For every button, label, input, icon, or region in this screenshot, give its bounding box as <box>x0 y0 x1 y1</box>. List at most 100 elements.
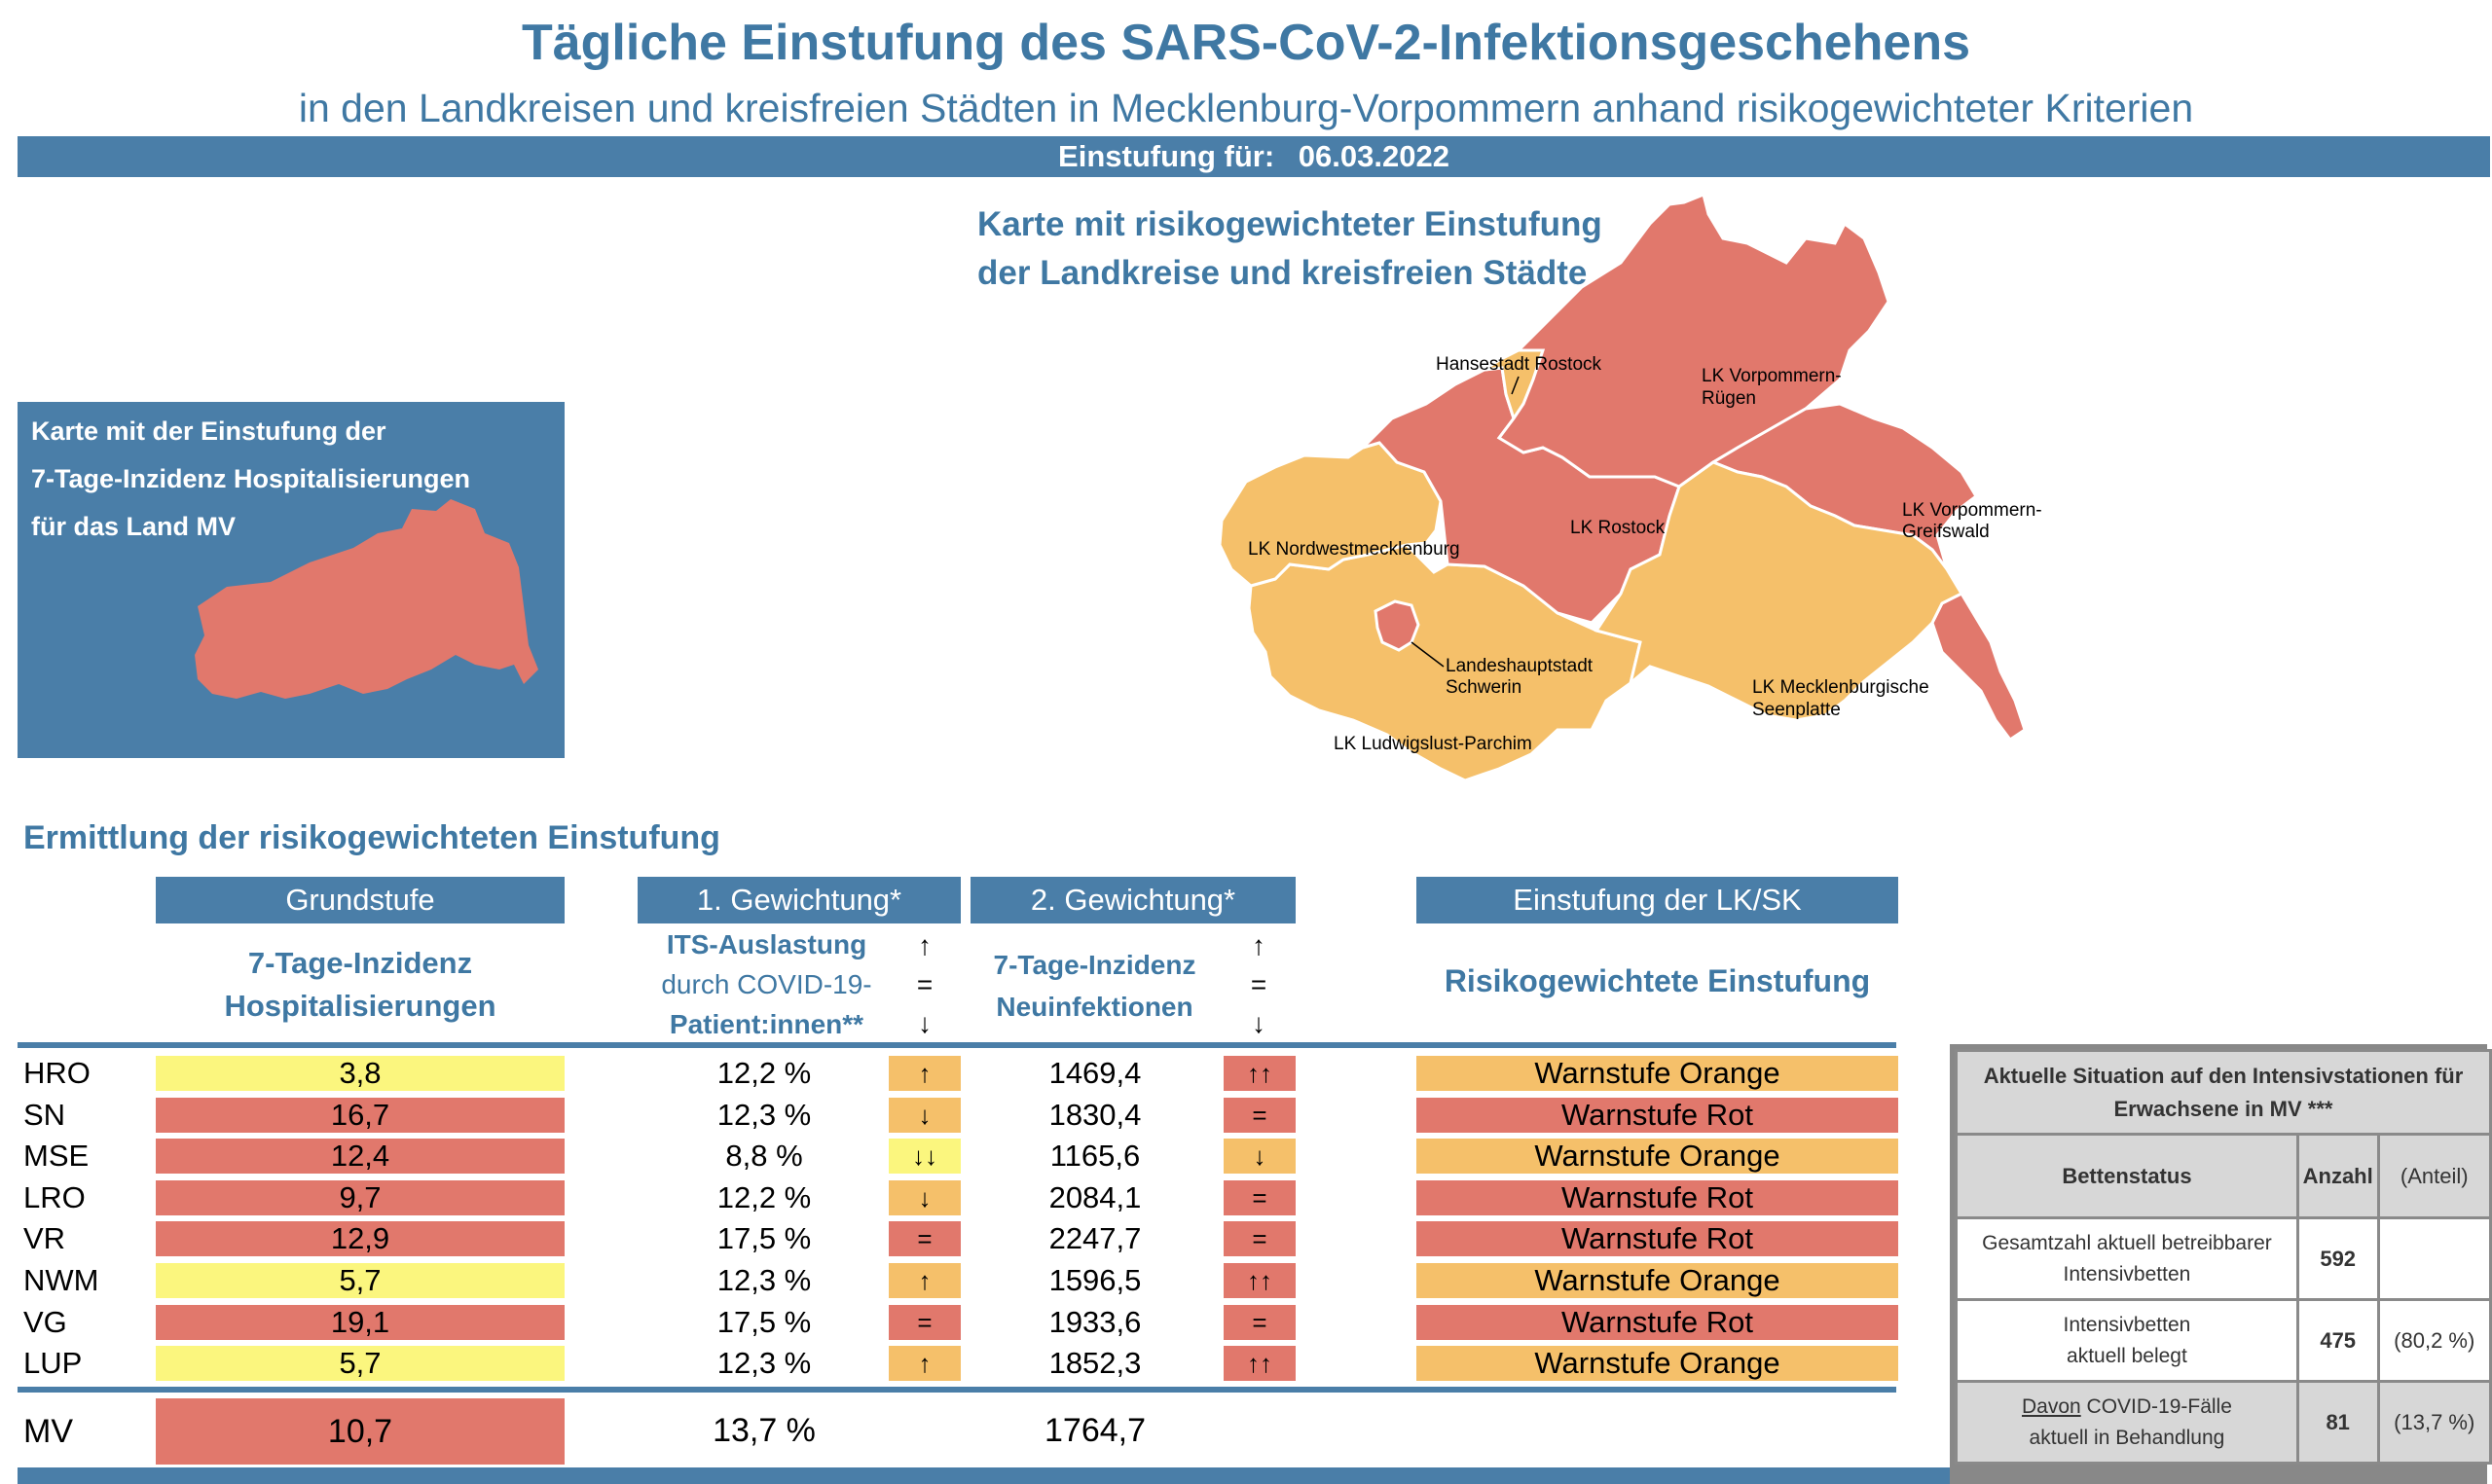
row-neu-value: 1596,5 <box>1048 1263 1142 1297</box>
icu-row-covid-label: Davon COVID-19-Fälle aktuell in Behandlu… <box>1955 1380 2299 1465</box>
row-its-value: 12,3 % <box>716 1098 812 1132</box>
row-neu-value: 1852,3 <box>1048 1346 1142 1380</box>
row-name: SN <box>23 1098 66 1132</box>
icu-row-total-count: 592 <box>2295 1216 2380 1301</box>
row-stufe-badge: Warnstufe Orange <box>1416 1346 1898 1381</box>
subheader-hosp-line1: 7-Tage-Inzidenz <box>247 946 473 980</box>
icu-row-covid-line2: aktuell in Behandlung <box>2029 1426 2225 1449</box>
row-its-trend-icon: ↑ <box>889 1263 961 1298</box>
row-stufe-badge: Warnstufe Rot <box>1416 1098 1898 1133</box>
row-its-trend-icon: ↑ <box>889 1346 961 1381</box>
map-label-vr-1: LK Vorpommern- <box>1702 366 1842 386</box>
subheader-neu: 7-Tage-Inzidenz Neuinfektionen <box>971 944 1219 1028</box>
row-neu-value: 2084,1 <box>1048 1180 1142 1214</box>
row-its-value: 12,2 % <box>716 1056 812 1090</box>
icu-row-total-line1: Gesamtzahl aktuell betreibbarer <box>1982 1231 2272 1254</box>
map-label-sn-2: Schwerin <box>1446 677 1521 698</box>
map-title-line2: der Landkreise und kreisfreien Städte <box>977 254 1588 292</box>
subheader-hosp: 7-Tage-Inzidenz Hospitalisierungen <box>156 942 565 1028</box>
state-map-caption-line1: Karte mit der Einstufung der <box>31 416 386 446</box>
date-value: 06.03.2022 <box>1298 139 1449 173</box>
icu-row-total-line2: Intensivbetten <box>2063 1262 2191 1285</box>
row-stufe-badge: Warnstufe Orange <box>1416 1263 1898 1298</box>
page-subtitle: in den Landkreisen und kreisfreien Städt… <box>298 86 2194 130</box>
row-neu-trend-icon: = <box>1224 1098 1296 1133</box>
header-gewichtung-1: 1. Gewichtung* <box>638 877 961 923</box>
row-stufe-badge: Warnstufe Orange <box>1416 1056 1898 1091</box>
row-hosp-value: 5,7 <box>156 1263 565 1298</box>
row-hosp-value: 5,7 <box>156 1346 565 1381</box>
subheader-its-line3: Patient:innen** <box>669 1009 864 1039</box>
row-stufe-badge: Warnstufe Orange <box>1416 1139 1898 1174</box>
icu-col-anzahl: Anzahl <box>2295 1133 2380 1219</box>
header-gewichtung-2: 2. Gewichtung* <box>971 877 1296 923</box>
icu-row-covid-line1: Davon COVID-19-Fälle <box>1958 1392 2296 1423</box>
icu-row-occupied-share: (80,2 %) <box>2376 1298 2492 1383</box>
subheader-hosp-line2: Hospitalisierungen <box>224 989 496 1023</box>
map-label-vg-2: Greifswald <box>1902 522 1990 542</box>
row-its-trend-icon: ↓ <box>889 1098 961 1133</box>
map-label-vg-1: LK Vorpommern- <box>1902 500 2042 521</box>
icu-row-occupied-count: 475 <box>2295 1298 2380 1383</box>
row-name: MSE <box>23 1139 90 1173</box>
row-its-value: 8,8 % <box>725 1139 803 1173</box>
row-neu-value: 2247,7 <box>1048 1221 1142 1255</box>
row-its-trend-icon: = <box>889 1221 961 1256</box>
table-bottom-rule <box>18 1467 1950 1484</box>
section-title: Ermittlung der risikogewichteten Einstuf… <box>23 819 720 856</box>
legend-down: ↓ <box>1252 1008 1265 1038</box>
row-name: LRO <box>23 1180 86 1214</box>
icu-row-covid-rest: COVID-19-Fälle <box>2080 1394 2232 1418</box>
state-map-caption: Karte mit der Einstufung der 7-Tage-Inzi… <box>31 408 470 551</box>
row-name: HRO <box>23 1056 91 1090</box>
header-einstufung: Einstufung der LK/SK <box>1416 877 1898 923</box>
state-map-shape <box>195 499 538 699</box>
state-map-box: Karte mit der Einstufung der 7-Tage-Inzi… <box>18 402 565 758</box>
date-band: Einstufung für: 06.03.2022 <box>18 136 2490 177</box>
map-region-vr <box>1496 192 1890 489</box>
legend-down: ↓ <box>918 1008 932 1038</box>
map-label-lup: LK Ludwigslust-Parchim <box>1334 734 1532 754</box>
map-label-nwm: LK Nordwestmecklenburg <box>1248 539 1460 560</box>
map-label-hro: Hansestadt Rostock <box>1436 354 1602 375</box>
total-row-its: 13,7 % <box>713 1412 816 1449</box>
icu-table: Aktuelle Situation auf den Intensivstati… <box>1955 1049 2492 1465</box>
row-neu-value: 1165,6 <box>1049 1139 1141 1173</box>
row-its-value: 12,3 % <box>716 1346 812 1380</box>
icu-title-line2: Erwachsene in MV *** <box>2113 1096 2333 1121</box>
state-map-caption-line2: 7-Tage-Inzidenz Hospitalisierungen <box>31 464 471 493</box>
map-label-mse-1: LK Mecklenburgische <box>1752 677 1929 698</box>
map-label-mse-2: Seenplatte <box>1752 700 1841 720</box>
row-name: LUP <box>23 1346 83 1380</box>
row-hosp-value: 16,7 <box>156 1098 565 1133</box>
subheader-its: ITS-Auslastung durch COVID-19- Patient:i… <box>638 924 896 1044</box>
row-neu-value: 1830,4 <box>1048 1098 1142 1132</box>
state-map-mv-shape <box>195 499 538 699</box>
row-neu-trend-icon: ↑↑ <box>1224 1346 1296 1381</box>
map-region-mse <box>1594 460 1964 722</box>
icu-row-covid-davon: Davon <box>2021 1394 2081 1418</box>
map-title: Karte mit risikogewichteter Einstufung d… <box>977 200 1678 298</box>
map-leader-sn <box>1411 641 1445 668</box>
page-title: Tägliche Einstufung des SARS-CoV-2-Infek… <box>521 15 1971 71</box>
subheader-its-line1: ITS-Auslastung <box>666 929 867 959</box>
table-top-rule <box>18 1042 1896 1048</box>
subheader-risk: Risikogewichtete Einstufung <box>1444 963 1871 998</box>
legend-its-arrows: ↑ = ↓ <box>905 926 944 1043</box>
legend-up: ↑ <box>918 930 932 960</box>
row-hosp-value: 3,8 <box>156 1056 565 1091</box>
row-stufe-badge: Warnstufe Rot <box>1416 1221 1898 1256</box>
row-name: NWM <box>23 1263 99 1297</box>
subheader-neu-line1: 7-Tage-Inzidenz <box>993 950 1196 980</box>
map-title-line1: Karte mit risikogewichteter Einstufung <box>977 205 1602 243</box>
total-row-neu: 1764,7 <box>1044 1412 1146 1449</box>
map-label-vr-2: Rügen <box>1702 388 1756 409</box>
subheader-neu-line2: Neuinfektionen <box>996 992 1193 1022</box>
row-neu-trend-icon: ↑↑ <box>1224 1263 1296 1298</box>
legend-neu-arrows: ↑ = ↓ <box>1239 926 1278 1043</box>
row-its-trend-icon: ↑ <box>889 1056 961 1091</box>
legend-eq: = <box>916 969 934 999</box>
state-map-caption-line3: für das Land MV <box>31 512 237 541</box>
row-hosp-value: 19,1 <box>156 1305 565 1340</box>
row-its-trend-icon: = <box>889 1305 961 1340</box>
